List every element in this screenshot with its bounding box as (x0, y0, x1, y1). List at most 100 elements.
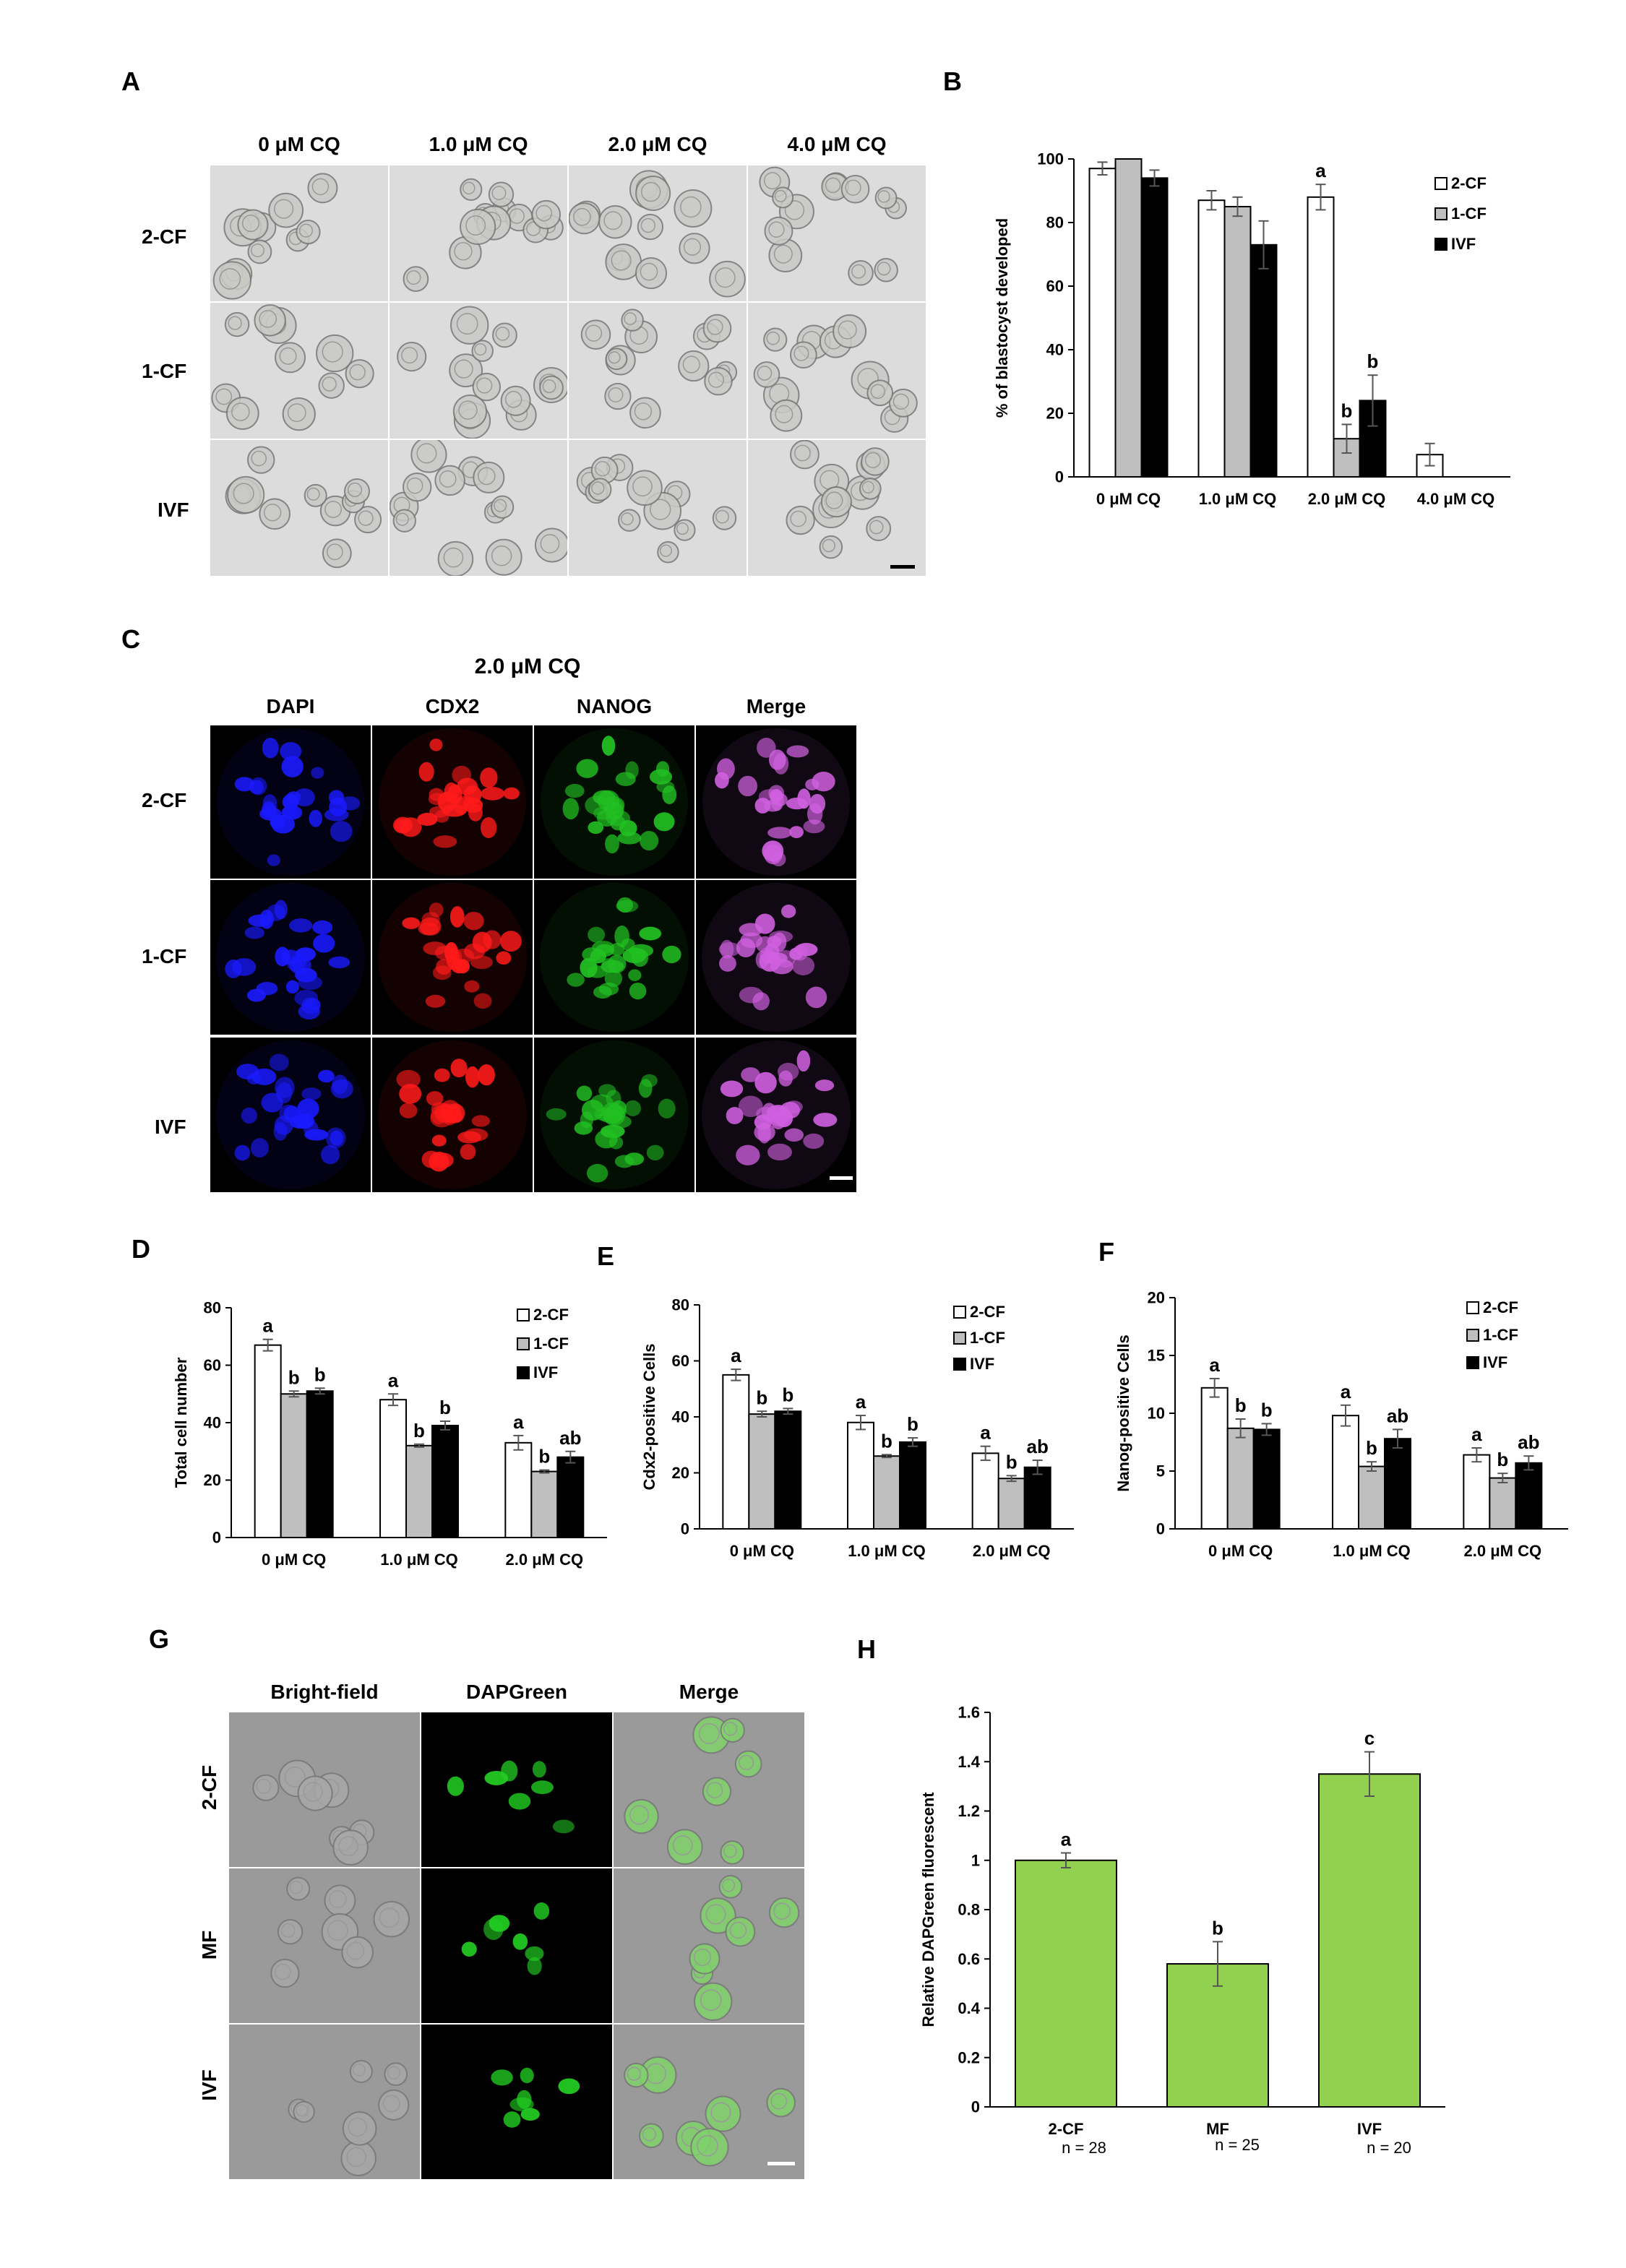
y-axis-label: Total cell number (172, 1357, 190, 1488)
significance-letter: b (782, 1384, 793, 1405)
significance-letter: ab (559, 1427, 581, 1449)
panel-c-fluorescence-image (372, 880, 533, 1035)
y-tick-label: 80 (1046, 214, 1064, 232)
significance-letter: b (1261, 1399, 1273, 1420)
panel-g-brightfield-image (229, 1712, 420, 1867)
panel-a-micrograph (748, 303, 926, 439)
y-tick-label: 0 (681, 1520, 689, 1538)
panel-c-col-header: DAPI (266, 695, 315, 717)
panel-c-row-label: 1-CF (142, 945, 187, 967)
y-tick-label: 60 (1046, 277, 1064, 296)
x-category-label: 0 μM CQ (730, 1542, 794, 1560)
panel-g-row-label: IVF (198, 2069, 220, 2101)
legend-label: 1-CF (533, 1335, 569, 1353)
y-tick-label: 20 (1148, 1289, 1165, 1307)
chart-svg: 0 20 40 60 80 100 % of blastocyst developed 0 μ… (993, 150, 1510, 508)
chart-f-nanog-positive-cells: 0 5 10 15 20 Nanog-positive Cells a b b 0 μM CQ a b… (1106, 1285, 1575, 1595)
y-tick-label: 100 (1037, 150, 1064, 168)
bar (254, 1344, 282, 1539)
bar (1023, 1466, 1051, 1530)
bar (1140, 177, 1169, 478)
panel-a-micrograph (569, 165, 747, 301)
panel-c-fluorescence-image (534, 1038, 694, 1192)
significance-letter: b (1006, 1451, 1018, 1473)
panel-g-merge-image (614, 1712, 804, 1867)
y-tick-label: 0.2 (958, 2048, 980, 2066)
significance-letter: b (1235, 1394, 1247, 1416)
legend-swatch (953, 1306, 966, 1319)
chart-h-n-label: n = 25 (1215, 2136, 1260, 2154)
y-tick-label: 0.6 (958, 1950, 980, 1968)
bar (1307, 196, 1335, 478)
bar (1166, 1963, 1269, 2108)
y-tick-label: 40 (204, 1414, 221, 1432)
x-category-label: 0 μM CQ (1208, 1542, 1273, 1560)
x-category-label: 0 μM CQ (262, 1551, 326, 1569)
x-category-label: 2.0 μM CQ (1464, 1542, 1542, 1560)
x-category-label: 2.0 μM CQ (1308, 490, 1386, 508)
bar (1200, 1387, 1229, 1530)
x-category-label: 1.0 μM CQ (1333, 1542, 1411, 1560)
y-tick-label: 0 (212, 1529, 221, 1547)
bar (431, 1424, 459, 1538)
significance-letter: a (1315, 160, 1326, 181)
panel-a-col-header: 2.0 μM CQ (608, 133, 707, 155)
significance-letter: a (388, 1369, 399, 1391)
panel-a-row-label: IVF (158, 499, 189, 521)
panel-a-row-label: 2-CF (142, 225, 187, 248)
panel-c-fluorescence-image (210, 725, 371, 879)
panel-g-dapgreen-image (421, 1712, 612, 1867)
significance-letter: a (856, 1391, 866, 1413)
bar (722, 1374, 750, 1530)
x-category-label: IVF (1357, 2120, 1382, 2138)
bar (1332, 1415, 1359, 1530)
chart-e-cdx2-positive-cells: 0 20 40 60 80 Cdx2-positive Cells a b b 0 μM CQ a b… (633, 1293, 1081, 1597)
bar (504, 1441, 533, 1538)
panel-g-brightfield-image (229, 1868, 420, 2023)
y-tick-label: 0 (971, 2098, 980, 2116)
legend-swatch (1434, 177, 1448, 190)
x-category-label: 1.0 μM CQ (1199, 490, 1277, 508)
panel-letter-b: B (943, 66, 962, 96)
bar (1223, 206, 1252, 478)
panel-g-merge-image (614, 2025, 804, 2179)
panel-a-micrograph (390, 303, 567, 439)
panel-c-col-header: CDX2 (425, 695, 480, 717)
legend-swatch (1466, 1356, 1479, 1369)
significance-letter: b (439, 1397, 451, 1418)
panel-g-row-label: 2-CF (198, 1764, 220, 1811)
legend-label: 2-CF (533, 1306, 569, 1324)
panel-c-fluorescence-image (696, 880, 856, 1035)
y-tick-label: 1.2 (958, 1802, 980, 1820)
bar (1358, 1465, 1385, 1530)
panel-a-micrograph (748, 165, 926, 301)
legend-swatch (1466, 1301, 1479, 1314)
y-tick-label: 0 (1156, 1520, 1165, 1538)
significance-letter: a (1209, 1354, 1220, 1376)
panel-a-col-header: 4.0 μM CQ (787, 133, 887, 155)
significance-letter: a (1471, 1423, 1482, 1445)
legend-swatch (953, 1332, 966, 1345)
panel-a-micrograph (210, 303, 388, 439)
significance-letter: b (1341, 400, 1353, 421)
panel-letter-c: C (121, 624, 140, 654)
significance-letter: b (314, 1363, 326, 1385)
y-tick-label: 0.8 (958, 1901, 980, 1919)
panel-a-micrograph (390, 440, 567, 576)
y-tick-label: 20 (1046, 405, 1064, 423)
panel-c-fluorescence-image (696, 725, 856, 879)
legend-label: 1-CF (1451, 204, 1487, 223)
significance-letter: b (881, 1430, 892, 1452)
significance-letter: a (1341, 1381, 1351, 1402)
legend-label: IVF (533, 1363, 558, 1381)
legend-swatch (517, 1337, 530, 1350)
panel-c-fluorescence-image (372, 1038, 533, 1192)
bar (1197, 199, 1226, 478)
bar (530, 1470, 559, 1538)
panel-letter-a: A (121, 66, 140, 96)
bar (556, 1456, 585, 1538)
panel-a-scale-bar (890, 565, 915, 569)
bar (1088, 168, 1117, 478)
panel-a-row-label: 1-CF (142, 360, 187, 382)
